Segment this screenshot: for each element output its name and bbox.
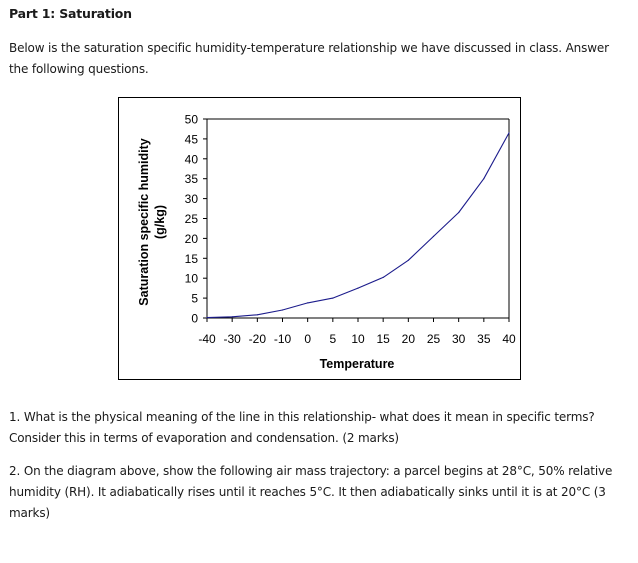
chart-series [206, 132, 510, 319]
y-tick-label: 50 [185, 113, 199, 127]
y-axis-title-line-1: Saturation specific humidity [137, 138, 151, 305]
y-tick-label: 30 [185, 192, 199, 206]
y-tick-label: 20 [185, 232, 199, 246]
data-point [307, 302, 309, 304]
y-tick-label: 5 [191, 292, 198, 306]
y-tick-label: 40 [185, 152, 199, 166]
data-point [432, 235, 435, 237]
question-1: 1. What is the physical meaning of the l… [9, 407, 629, 449]
x-tick-label: 30 [452, 332, 466, 346]
data-point [458, 211, 460, 214]
question-2: 2. On the diagram above, show the follow… [9, 461, 634, 524]
chart-frame [118, 97, 521, 380]
x-tick-label: 5 [329, 332, 336, 346]
x-tick-label: 0 [304, 332, 311, 346]
data-point [407, 259, 409, 261]
y-tick-label: 15 [185, 252, 199, 266]
data-point [206, 317, 208, 319]
y-tick-label: 0 [191, 312, 198, 326]
x-tick-label: -40 [198, 332, 216, 346]
x-tick-label: 20 [402, 332, 416, 346]
data-point [357, 287, 359, 289]
series-line [206, 132, 510, 319]
question-2-line-2: humidity (RH). It adiabatically rises un… [9, 485, 606, 499]
data-point [483, 178, 485, 180]
chart-ticks [203, 118, 510, 322]
y-tick-label: 35 [185, 172, 199, 186]
question-1-line-1: 1. What is the physical meaning of the l… [9, 410, 595, 424]
x-tick-label: -20 [249, 332, 267, 346]
data-point [281, 309, 284, 311]
question-2-line-3: marks) [9, 506, 50, 520]
y-axis-title-line-2: (g/kg) [153, 205, 167, 239]
data-point [508, 132, 510, 134]
data-point [332, 297, 334, 299]
question-2-line-1: 2. On the diagram above, show the follow… [9, 464, 613, 478]
x-tick-label: 25 [427, 332, 441, 346]
x-tick-label: 15 [376, 332, 390, 346]
x-tick-label: 10 [351, 332, 365, 346]
intro-line-2: the following questions. [9, 62, 149, 76]
x-tick-label: 35 [477, 332, 491, 346]
question-1-line-2: Consider this in terms of evaporation an… [9, 431, 399, 445]
section-heading: Part 1: Saturation [9, 6, 132, 21]
data-point [256, 314, 258, 316]
y-tick-label: 25 [185, 212, 199, 226]
x-tick-label: -10 [274, 332, 292, 346]
data-point [231, 316, 233, 318]
chart-tick-labels: 0 5 10 15 20 25 30 35 40 45 50 -40 -30 -20 -10 0 5 10 15 20… [185, 113, 516, 347]
y-tick-label: 45 [185, 132, 199, 146]
data-point [382, 276, 384, 278]
y-tick-label: 10 [185, 272, 199, 286]
intro-paragraph: Below is the saturation specific humidit… [9, 38, 634, 80]
x-tick-label: 40 [502, 332, 516, 346]
intro-line-1: Below is the saturation specific humidit… [9, 41, 609, 55]
x-tick-label: -30 [223, 332, 241, 346]
x-axis-title: Temperature [320, 357, 395, 371]
